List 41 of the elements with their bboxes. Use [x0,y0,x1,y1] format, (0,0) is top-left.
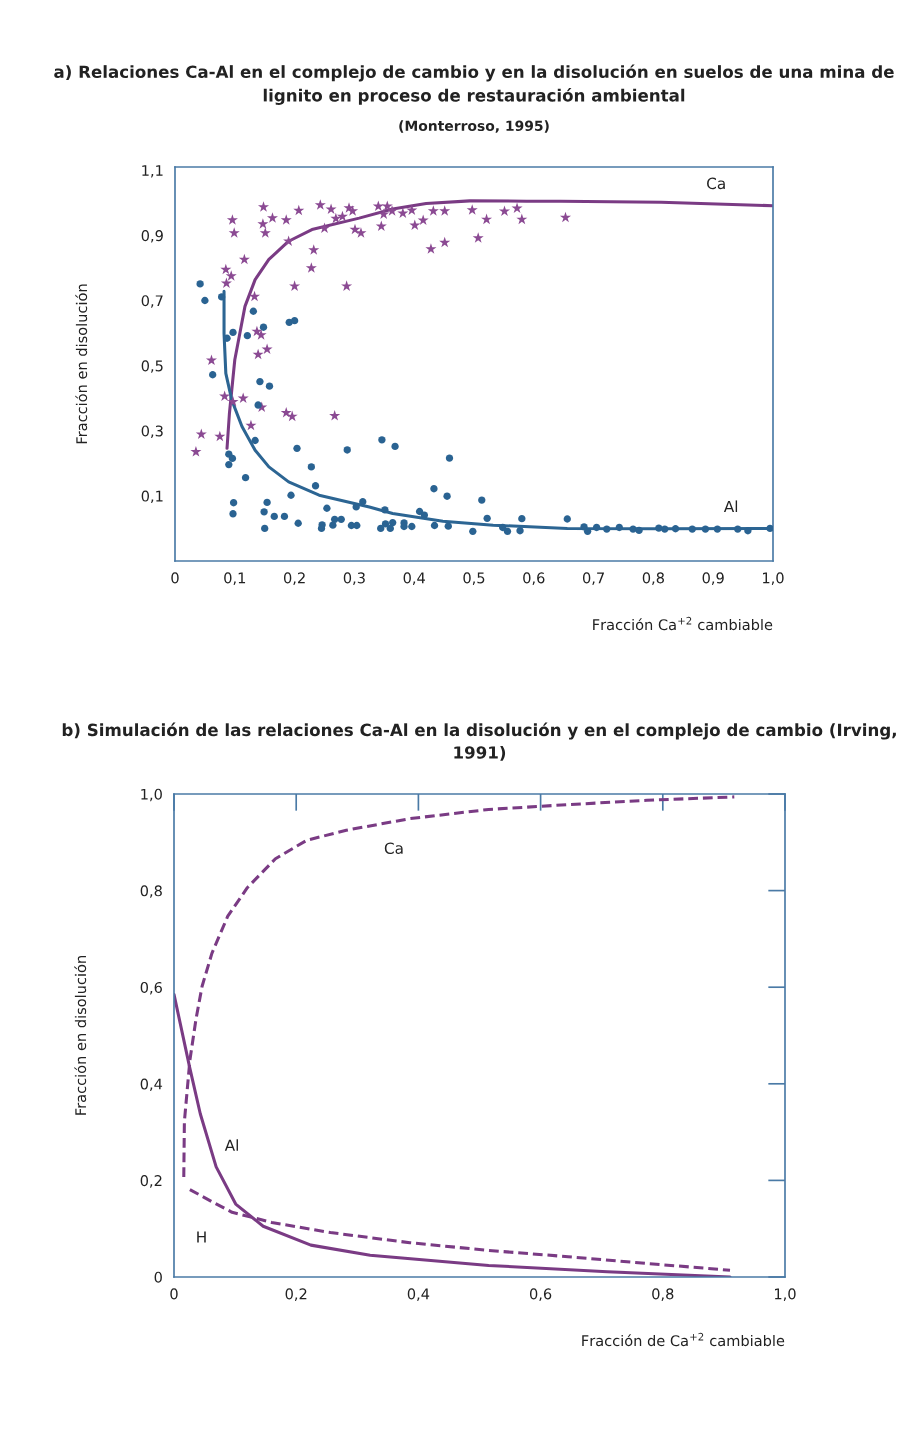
y-tick-label: 0,4 [140,1078,163,1092]
x-tick-label: 0 [171,572,179,584]
y-tick-label: 0,2 [140,1175,162,1188]
x-tick-label: 0,9 [702,572,724,585]
y-tick-label: 0,7 [141,295,163,308]
x-tick-label: 0,1 [224,572,246,585]
x-tick-label: 0,2 [285,1288,307,1301]
x-tick-label: 0,2 [283,572,305,585]
x-tick-label: 0,4 [403,572,425,585]
x-tick-label: 0,6 [529,1288,552,1301]
x-tick-label: 1,0 [763,572,784,585]
y-axis-title: Fracción en disolución [74,956,87,1115]
x-tick-label: 1,0 [775,1288,796,1301]
x-axis-title: Fracción de Ca$^{+2}$ cambiable [582,1332,785,1347]
y-tick-label: 0,5 [141,360,163,373]
chart-title: a) Relaciones Ca-Al en el complejo de cambio y en la disolución en suelos de una mina de lignito en proceso de restauración ambiental [54,64,894,105]
y-tick-label: 0,6 [140,981,162,995]
series-label: Al [224,1139,238,1151]
x-tick-label: 0,3 [343,572,365,585]
y-tick-label: 0,1 [141,490,163,504]
y-tick-label: 1,1 [142,165,163,178]
y-tick-label: 0,3 [141,425,163,438]
chart-title: b) Simulación de las relaciones Ca-Al en la disolución y en el complejo de cambio (Irving, 1991) [62,722,896,761]
x-tick-label: 0,6 [523,572,545,585]
y-tick-label: 0,9 [141,230,163,243]
x-tick-label: 0,4 [407,1288,430,1301]
series-label: H [197,1231,206,1243]
x-tick-label: 0,8 [642,572,664,585]
series-label: Ca [384,842,403,854]
series-label: Ca [707,177,725,190]
x-tick-label: 0,5 [463,572,485,585]
chart-subtitle: (Monterroso, 1995) [399,120,549,133]
x-tick-label: 0,8 [652,1288,674,1301]
y-tick-label: 1,0 [141,788,162,802]
x-tick-label: 0,7 [582,572,604,585]
y-tick-label: 0 [154,1271,162,1283]
x-tick-label: 0 [170,1288,178,1300]
x-axis-title: Fracción Ca$^{+2}$ cambiable [593,616,773,631]
y-axis-title: Fracción en disolución [75,284,88,444]
y-tick-label: 0,8 [140,885,162,898]
series-label: Al [723,500,738,513]
